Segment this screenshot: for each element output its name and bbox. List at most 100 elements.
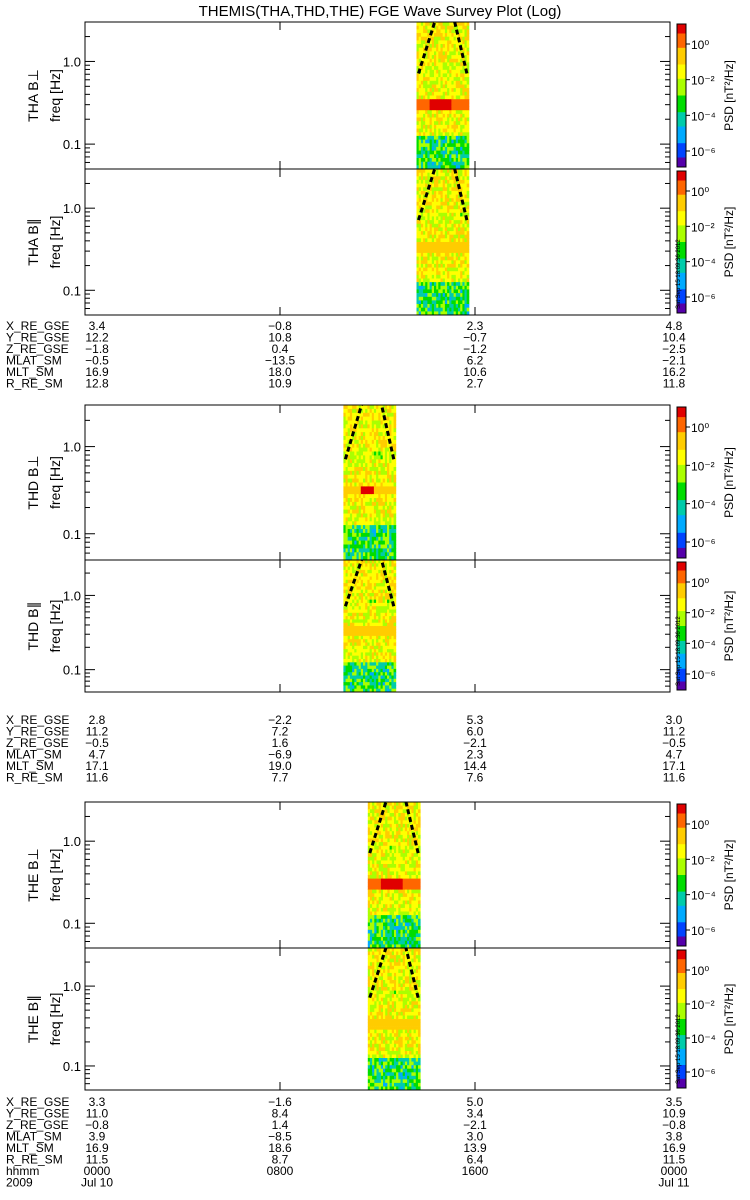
spectrogram-cell <box>349 482 353 487</box>
spectrogram-cell <box>442 117 446 122</box>
spectrogram-cell <box>363 467 366 472</box>
spectrogram-cell <box>429 172 433 177</box>
spectrogram-cell <box>391 904 395 909</box>
spectrogram-cell <box>427 169 430 173</box>
spectrogram-cell <box>442 80 446 85</box>
spectrogram-cell <box>429 311 433 316</box>
spectrogram-cell <box>418 190 422 195</box>
spectrogram-cell <box>363 639 366 643</box>
spectrogram-cell <box>407 886 410 890</box>
spectrogram-cell <box>415 915 419 920</box>
spectrogram-cell <box>391 482 394 487</box>
spectrogram-cell <box>354 642 357 647</box>
spectrogram-cell <box>423 187 426 192</box>
spectrogram-cell <box>407 896 410 901</box>
spectrogram-cell <box>431 91 435 96</box>
spectrogram-cell <box>420 238 424 243</box>
spectrogram-cell <box>431 194 435 199</box>
spectrogram-cell <box>369 893 373 898</box>
spectrogram-cell <box>358 606 362 610</box>
spectrogram-cell <box>420 40 424 45</box>
spectrogram-cell <box>376 509 379 514</box>
spectrogram-cell <box>347 463 351 468</box>
spectrogram-cell <box>349 509 353 514</box>
spectrogram-cell <box>418 231 422 236</box>
spectrogram-cell <box>376 682 379 686</box>
spectrogram-cell <box>466 73 470 78</box>
spectrogram-cell <box>415 871 419 876</box>
spectrogram-cell <box>434 91 437 96</box>
spectrogram-cell <box>427 84 430 89</box>
spectrogram-cell <box>466 121 470 126</box>
spectrogram-cell <box>387 622 390 627</box>
spectrogram-cell <box>389 929 393 934</box>
spectrogram-cell <box>418 809 421 814</box>
spectrogram-cell <box>464 234 468 239</box>
spectrogram-cell <box>423 158 426 163</box>
spectrogram-cell <box>374 805 377 810</box>
spectrogram-cell <box>451 99 454 104</box>
spectrogram-cell <box>466 135 470 140</box>
spectrogram-cell <box>420 282 424 287</box>
spectrogram-cell <box>413 933 417 938</box>
spectrogram-cell <box>365 639 368 643</box>
spectrogram-cell <box>466 231 470 236</box>
spectrogram-cell <box>376 882 380 887</box>
spectrogram-cell <box>358 509 362 514</box>
spectrogram-cell <box>367 576 370 581</box>
spectrogram-cell <box>367 635 370 640</box>
spectrogram-cell <box>418 234 422 239</box>
spectrogram-cell <box>440 234 444 239</box>
spectrogram-cell <box>343 439 346 445</box>
spectrogram-cell <box>345 505 349 511</box>
spectrogram-cell <box>438 169 441 173</box>
spectrogram-cell <box>378 926 382 931</box>
spectrogram-cell <box>394 856 397 861</box>
spectrogram-cell <box>389 540 392 545</box>
spectrogram-cell <box>389 652 392 657</box>
spectrogram-cell <box>378 635 381 640</box>
spectrogram-cell <box>447 69 450 74</box>
spectrogram-cell <box>400 842 404 847</box>
spectrogram-cell <box>429 249 433 254</box>
spectrogram-cell <box>462 227 465 232</box>
spectrogram-cell <box>374 802 377 806</box>
spectrogram-cell <box>407 907 410 912</box>
spectrogram-cell <box>409 944 412 949</box>
spectrogram-cell <box>438 267 441 272</box>
spectrogram-cell <box>416 293 420 298</box>
spectrogram-cell <box>347 486 351 491</box>
spectrogram-cell <box>363 490 366 495</box>
spectrogram-cell <box>447 128 450 133</box>
spectrogram-cell <box>458 158 461 163</box>
spectrogram-cell <box>374 911 377 916</box>
spectrogram-cell <box>427 249 430 254</box>
spectrogram-cell <box>402 922 406 927</box>
spectrogram-cell <box>347 470 351 476</box>
spectrogram-cell <box>438 95 441 100</box>
spectrogram-cell <box>347 602 351 607</box>
spectrogram-cell <box>385 904 388 909</box>
spectrogram-cell <box>382 662 386 666</box>
spectrogram-cell <box>438 198 441 203</box>
spectrogram-cell <box>376 813 380 817</box>
spectrogram-cell <box>354 635 357 640</box>
spectrogram-cell <box>373 405 377 410</box>
spectrogram-cell <box>398 842 401 847</box>
spectrogram-cell <box>418 146 422 151</box>
spectrogram-cell <box>376 563 379 567</box>
spectrogram-cell <box>360 482 364 487</box>
spectrogram-cell <box>369 632 373 637</box>
spectrogram-cell <box>429 117 433 122</box>
spectrogram-cell <box>460 183 463 188</box>
spectrogram-cell <box>400 937 404 941</box>
spectrogram-cell <box>442 205 446 210</box>
spectrogram-cell <box>438 201 441 206</box>
spectrogram-cell <box>444 124 448 129</box>
spectrogram-cell <box>363 455 366 460</box>
spectrogram-cell <box>436 22 439 27</box>
spectrogram-cell <box>387 505 390 511</box>
spectrogram-cell <box>352 556 355 561</box>
spectrogram-cell <box>447 311 450 316</box>
spectrogram-cell <box>352 609 355 614</box>
